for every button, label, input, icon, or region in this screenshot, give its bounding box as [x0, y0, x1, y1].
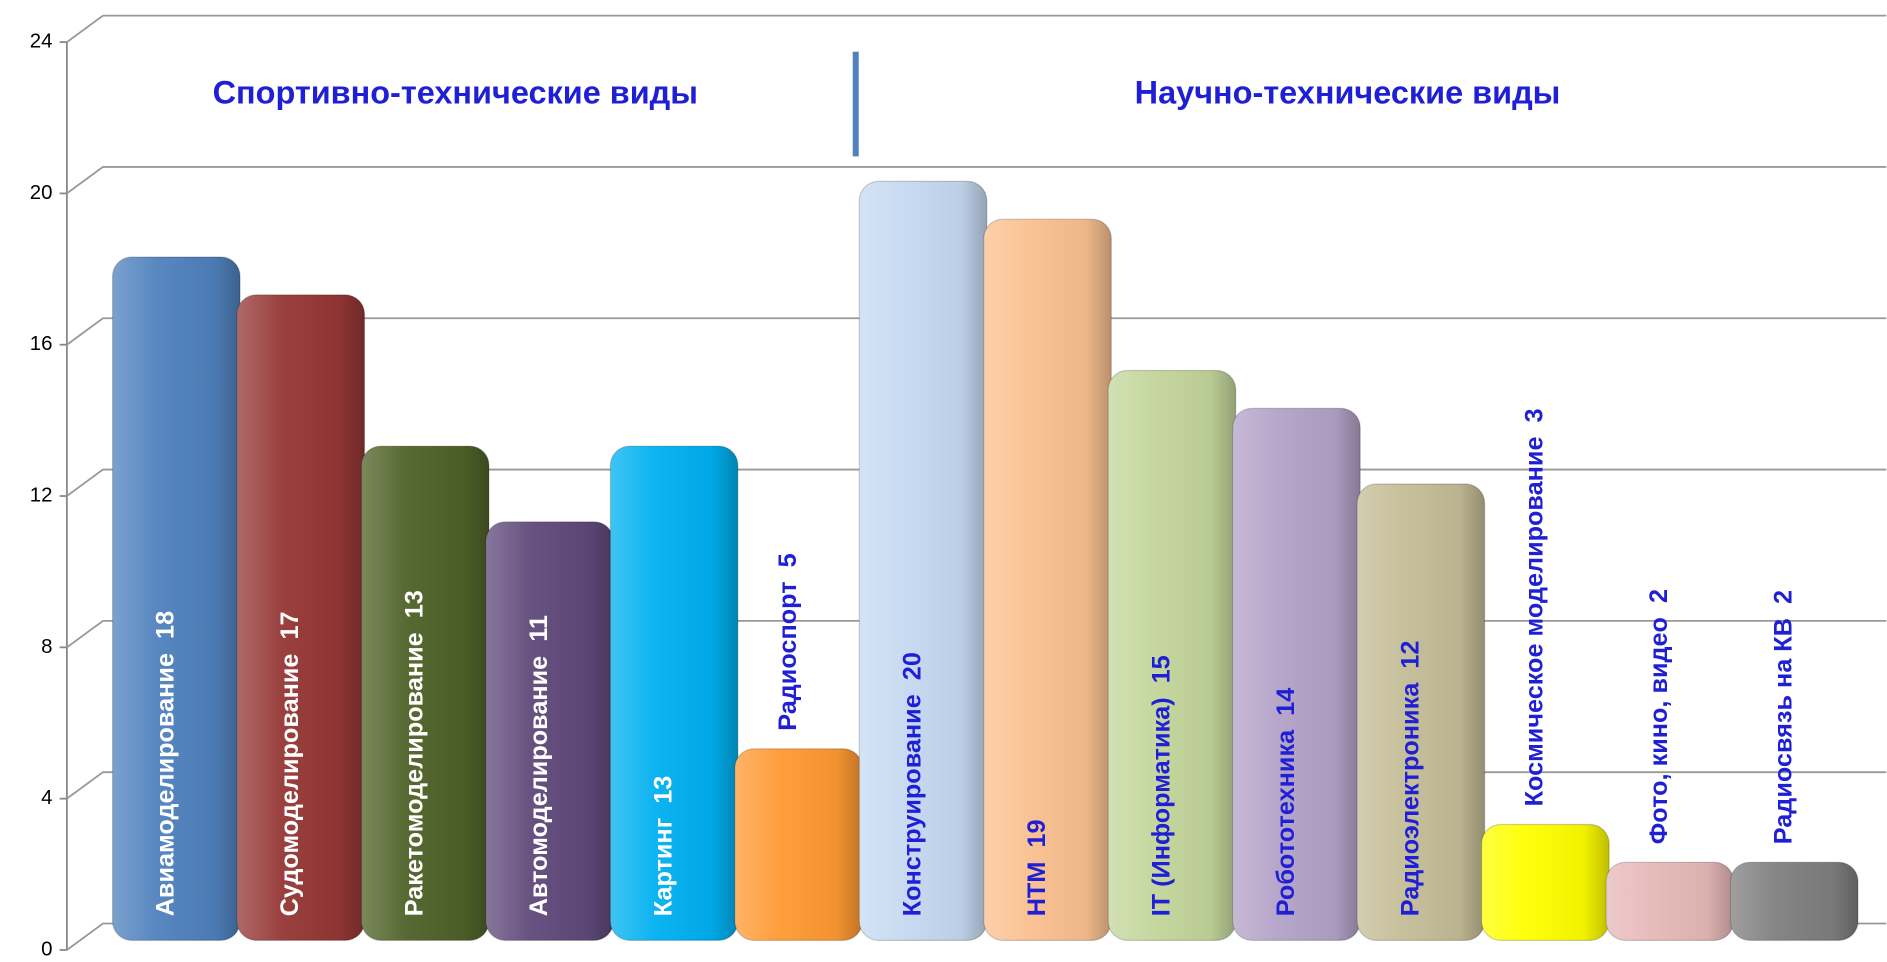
value-label: 2	[1769, 590, 1797, 604]
category-label: Судомоделирование	[276, 654, 304, 917]
section-title: Спортивно-технические виды	[213, 75, 698, 111]
value-label: 13	[649, 776, 677, 804]
y-tick-label: 12	[30, 483, 53, 506]
y-tick-label: 4	[41, 786, 52, 809]
bar-label: Радиосвязь на КВ 2	[1769, 590, 1797, 844]
y-tick-label: 24	[30, 29, 53, 52]
grid-line	[66, 317, 1887, 346]
bar-label: IT (Информатика) 15	[1147, 655, 1175, 916]
category-label: Конструирование	[898, 694, 926, 916]
section-title: Научно-технические виды	[1135, 75, 1561, 111]
y-tick-label: 20	[30, 181, 53, 204]
bar-shine	[1730, 862, 1859, 941]
bar-label: Картинг 13	[649, 776, 677, 917]
category-label: Ракетомоделирование	[400, 632, 428, 916]
bar-shine	[734, 748, 863, 941]
category-label: Радиоэлектроника	[1396, 682, 1424, 917]
bar-shine	[112, 257, 241, 941]
y-tick-label: 16	[30, 332, 53, 355]
category-label: IT (Информатика)	[1147, 697, 1175, 916]
bar-shine	[983, 219, 1112, 941]
bar-shine	[485, 521, 614, 941]
bar-shine	[1357, 484, 1485, 941]
bar-label: Радиоэлектроника 12	[1396, 641, 1424, 917]
grid-line	[66, 166, 1887, 195]
bar-shine	[237, 294, 365, 941]
value-label: 19	[1023, 819, 1051, 847]
bar-shine	[361, 446, 489, 941]
bar-label: Автомоделирование 11	[525, 615, 553, 916]
category-label: Автомоделирование	[525, 656, 553, 917]
bar-label: Ракетомоделирование 13	[400, 590, 428, 916]
value-label: 20	[898, 652, 926, 680]
category-label: Фото, кино, видео	[1645, 617, 1673, 844]
bar-shine	[1232, 408, 1361, 941]
bar-label: НТМ 19	[1023, 819, 1051, 916]
value-label: 15	[1147, 655, 1175, 683]
category-label: Картинг	[649, 818, 677, 917]
value-label: 11	[525, 615, 553, 642]
category-label: Робототехника	[1271, 729, 1299, 916]
value-label: 2	[1645, 589, 1673, 603]
value-label: 5	[774, 553, 802, 567]
y-tick-label: 8	[41, 635, 52, 658]
bar-shine	[859, 181, 987, 941]
y-tick-label: 0	[41, 937, 52, 960]
category-label: Авиамоделирование	[151, 653, 179, 916]
bar-label: Космическое моделирование 3	[1520, 408, 1548, 806]
category-label: Радиоспорт	[774, 581, 802, 730]
value-label: 3	[1520, 408, 1548, 422]
value-label: 12	[1396, 641, 1424, 669]
bar-label: Конструирование 20	[898, 652, 926, 916]
bar-shine	[610, 446, 738, 941]
value-label: 14	[1271, 688, 1299, 716]
bar-label: Судомоделирование 17	[276, 611, 304, 916]
bar-shine	[1606, 862, 1734, 941]
value-label: 17	[276, 611, 304, 639]
value-label: 18	[151, 611, 179, 639]
category-label: Радиосвязь на КВ	[1769, 618, 1797, 844]
bar-shine	[1108, 370, 1236, 941]
category-label: НТМ	[1023, 862, 1051, 917]
grid-line	[66, 14, 1887, 43]
bar-shine	[1481, 824, 1610, 941]
bar-label: Фото, кино, видео 2	[1645, 589, 1673, 844]
bar-label: Радиоспорт 5	[774, 553, 802, 730]
value-label: 13	[400, 590, 428, 618]
category-label: Космическое моделирование	[1520, 437, 1548, 807]
bar-label: Робототехника 14	[1271, 688, 1299, 917]
bar-label: Авиамоделирование 18	[151, 611, 179, 916]
